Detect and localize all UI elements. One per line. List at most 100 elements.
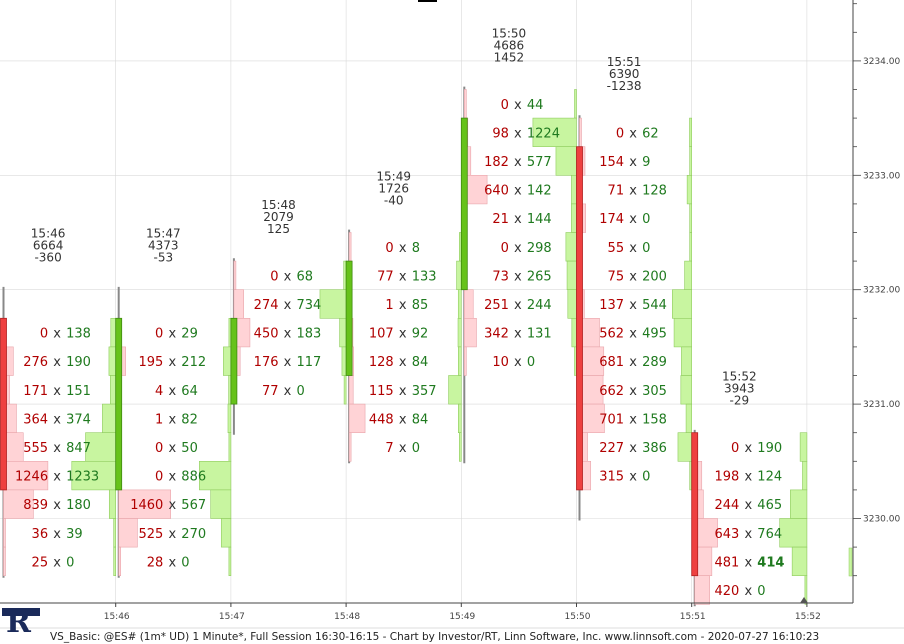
ask-volume-box — [110, 317, 117, 348]
ask-volume-box — [779, 518, 808, 548]
ask-volume-label: 465 — [757, 498, 782, 513]
ask-volume-box — [343, 375, 347, 405]
bid-volume-label: 71 — [608, 184, 625, 199]
ask-volume-label: 8 — [412, 241, 420, 256]
bid-volume-label: 98 — [492, 126, 509, 141]
bid-volume-box — [348, 403, 366, 434]
bid-ask-separator: x — [629, 212, 637, 227]
ask-volume-box — [457, 317, 462, 348]
ask-volume-label: 92 — [412, 327, 429, 342]
ask-volume-label: 190 — [66, 355, 91, 370]
bar-volume-label: 4686 — [494, 39, 525, 53]
ask-volume-label: 82 — [181, 412, 198, 427]
bid-ask-separator: x — [53, 441, 61, 456]
price-tick-label: 3230.00 — [863, 515, 900, 525]
bid-volume-label: 182 — [484, 155, 509, 170]
ask-volume-box — [689, 117, 692, 147]
ask-volume-label: 298 — [527, 241, 552, 256]
ask-volume-label: 567 — [181, 498, 206, 513]
bid-volume-label: 662 — [599, 384, 624, 399]
ask-volume-box — [458, 432, 462, 462]
ask-volume-label: 84 — [412, 412, 429, 427]
logo-letter: R — [6, 605, 32, 640]
ask-volume-box — [684, 260, 693, 291]
ask-volume-label: 64 — [181, 384, 198, 399]
bid-volume-label: 555 — [23, 441, 48, 456]
ask-volume-box — [566, 260, 577, 291]
bid-ask-separator: x — [53, 384, 61, 399]
bid-volume-label: 55 — [608, 241, 625, 256]
ask-volume-label: 0 — [642, 470, 650, 485]
bid-volume-label: 107 — [369, 327, 394, 342]
ask-volume-label: 0 — [642, 212, 650, 227]
bid-ask-separator: x — [744, 527, 752, 542]
ask-volume-label: 84 — [412, 355, 429, 370]
ask-volume-label: 1233 — [66, 470, 99, 485]
ask-volume-label: 128 — [642, 184, 667, 199]
bid-ask-separator: x — [629, 327, 637, 342]
footer: VS_Basic: @ES# (1m* UD) 1 Minute*, Full … — [0, 627, 904, 643]
bar-volume-label: 1726 — [378, 182, 409, 196]
ask-volume-box — [685, 403, 693, 434]
ask-volume-label: 50 — [181, 441, 198, 456]
bid-volume-box — [118, 489, 171, 519]
bid-volume-label: 171 — [23, 384, 48, 399]
candle-body — [691, 432, 699, 577]
bar-delta-label: -29 — [729, 394, 749, 408]
bar-time-label: 15:48 — [261, 198, 296, 212]
bid-volume-label: 154 — [599, 155, 624, 170]
ask-volume-label: 44 — [527, 98, 544, 113]
ask-volume-label: 734 — [297, 298, 322, 313]
bid-volume-label: 0 — [501, 98, 509, 113]
ask-volume-label: 0 — [412, 441, 420, 456]
ask-volume-label: 265 — [527, 269, 552, 284]
ask-volume-box — [804, 575, 808, 605]
bid-volume-box — [118, 518, 138, 548]
bid-ask-separator: x — [399, 412, 407, 427]
bid-ask-separator: x — [168, 498, 176, 513]
bar-delta-label: -1238 — [607, 79, 642, 93]
current-ask-fragment — [848, 547, 853, 577]
bid-ask-separator: x — [629, 241, 637, 256]
bid-volume-label: 0 — [155, 327, 163, 342]
bar-volume-label: 6390 — [609, 67, 640, 81]
bid-volume-label: 0 — [40, 327, 48, 342]
ask-volume-label: 183 — [297, 327, 322, 342]
ask-volume-label: 244 — [527, 298, 552, 313]
ask-volume-box — [210, 489, 232, 519]
ask-volume-box — [686, 175, 693, 205]
bid-volume-label: 137 — [599, 298, 624, 313]
ask-volume-label: 544 — [642, 298, 667, 313]
bid-ask-separator: x — [168, 441, 176, 456]
ask-volume-label: 9 — [642, 155, 650, 170]
ask-volume-label: 764 — [757, 527, 782, 542]
bid-volume-label: 0 — [385, 241, 393, 256]
bid-ask-separator: x — [629, 441, 637, 456]
bid-ask-separator: x — [168, 355, 176, 370]
bid-volume-label: 195 — [138, 355, 163, 370]
price-tick-label: 3234.00 — [863, 57, 900, 67]
bid-volume-box — [463, 289, 474, 319]
toolbar-marker — [418, 0, 437, 2]
bid-volume-label: 0 — [501, 241, 509, 256]
bid-volume-label: 315 — [599, 470, 624, 485]
bid-ask-separator: x — [514, 155, 522, 170]
ask-volume-label: 0 — [66, 555, 74, 570]
bid-volume-box — [233, 289, 244, 319]
ask-volume-label: 117 — [297, 355, 322, 370]
bid-ask-separator: x — [514, 184, 522, 199]
axes: 15:46 15:47 15:48 15:49 15:50 15:51 15:52 3230.… — [0, 0, 900, 622]
bid-ask-separator: x — [399, 384, 407, 399]
bar-delta-label: -53 — [153, 251, 173, 265]
ask-volume-label: 0 — [297, 384, 305, 399]
bid-ask-separator: x — [744, 498, 752, 513]
ask-volume-box — [571, 203, 577, 233]
bid-volume-label: 36 — [32, 527, 49, 542]
ask-volume-box — [574, 89, 577, 119]
bid-ask-separator: x — [399, 298, 407, 313]
bar-delta-label: -360 — [34, 251, 61, 265]
candle-body — [230, 317, 238, 405]
